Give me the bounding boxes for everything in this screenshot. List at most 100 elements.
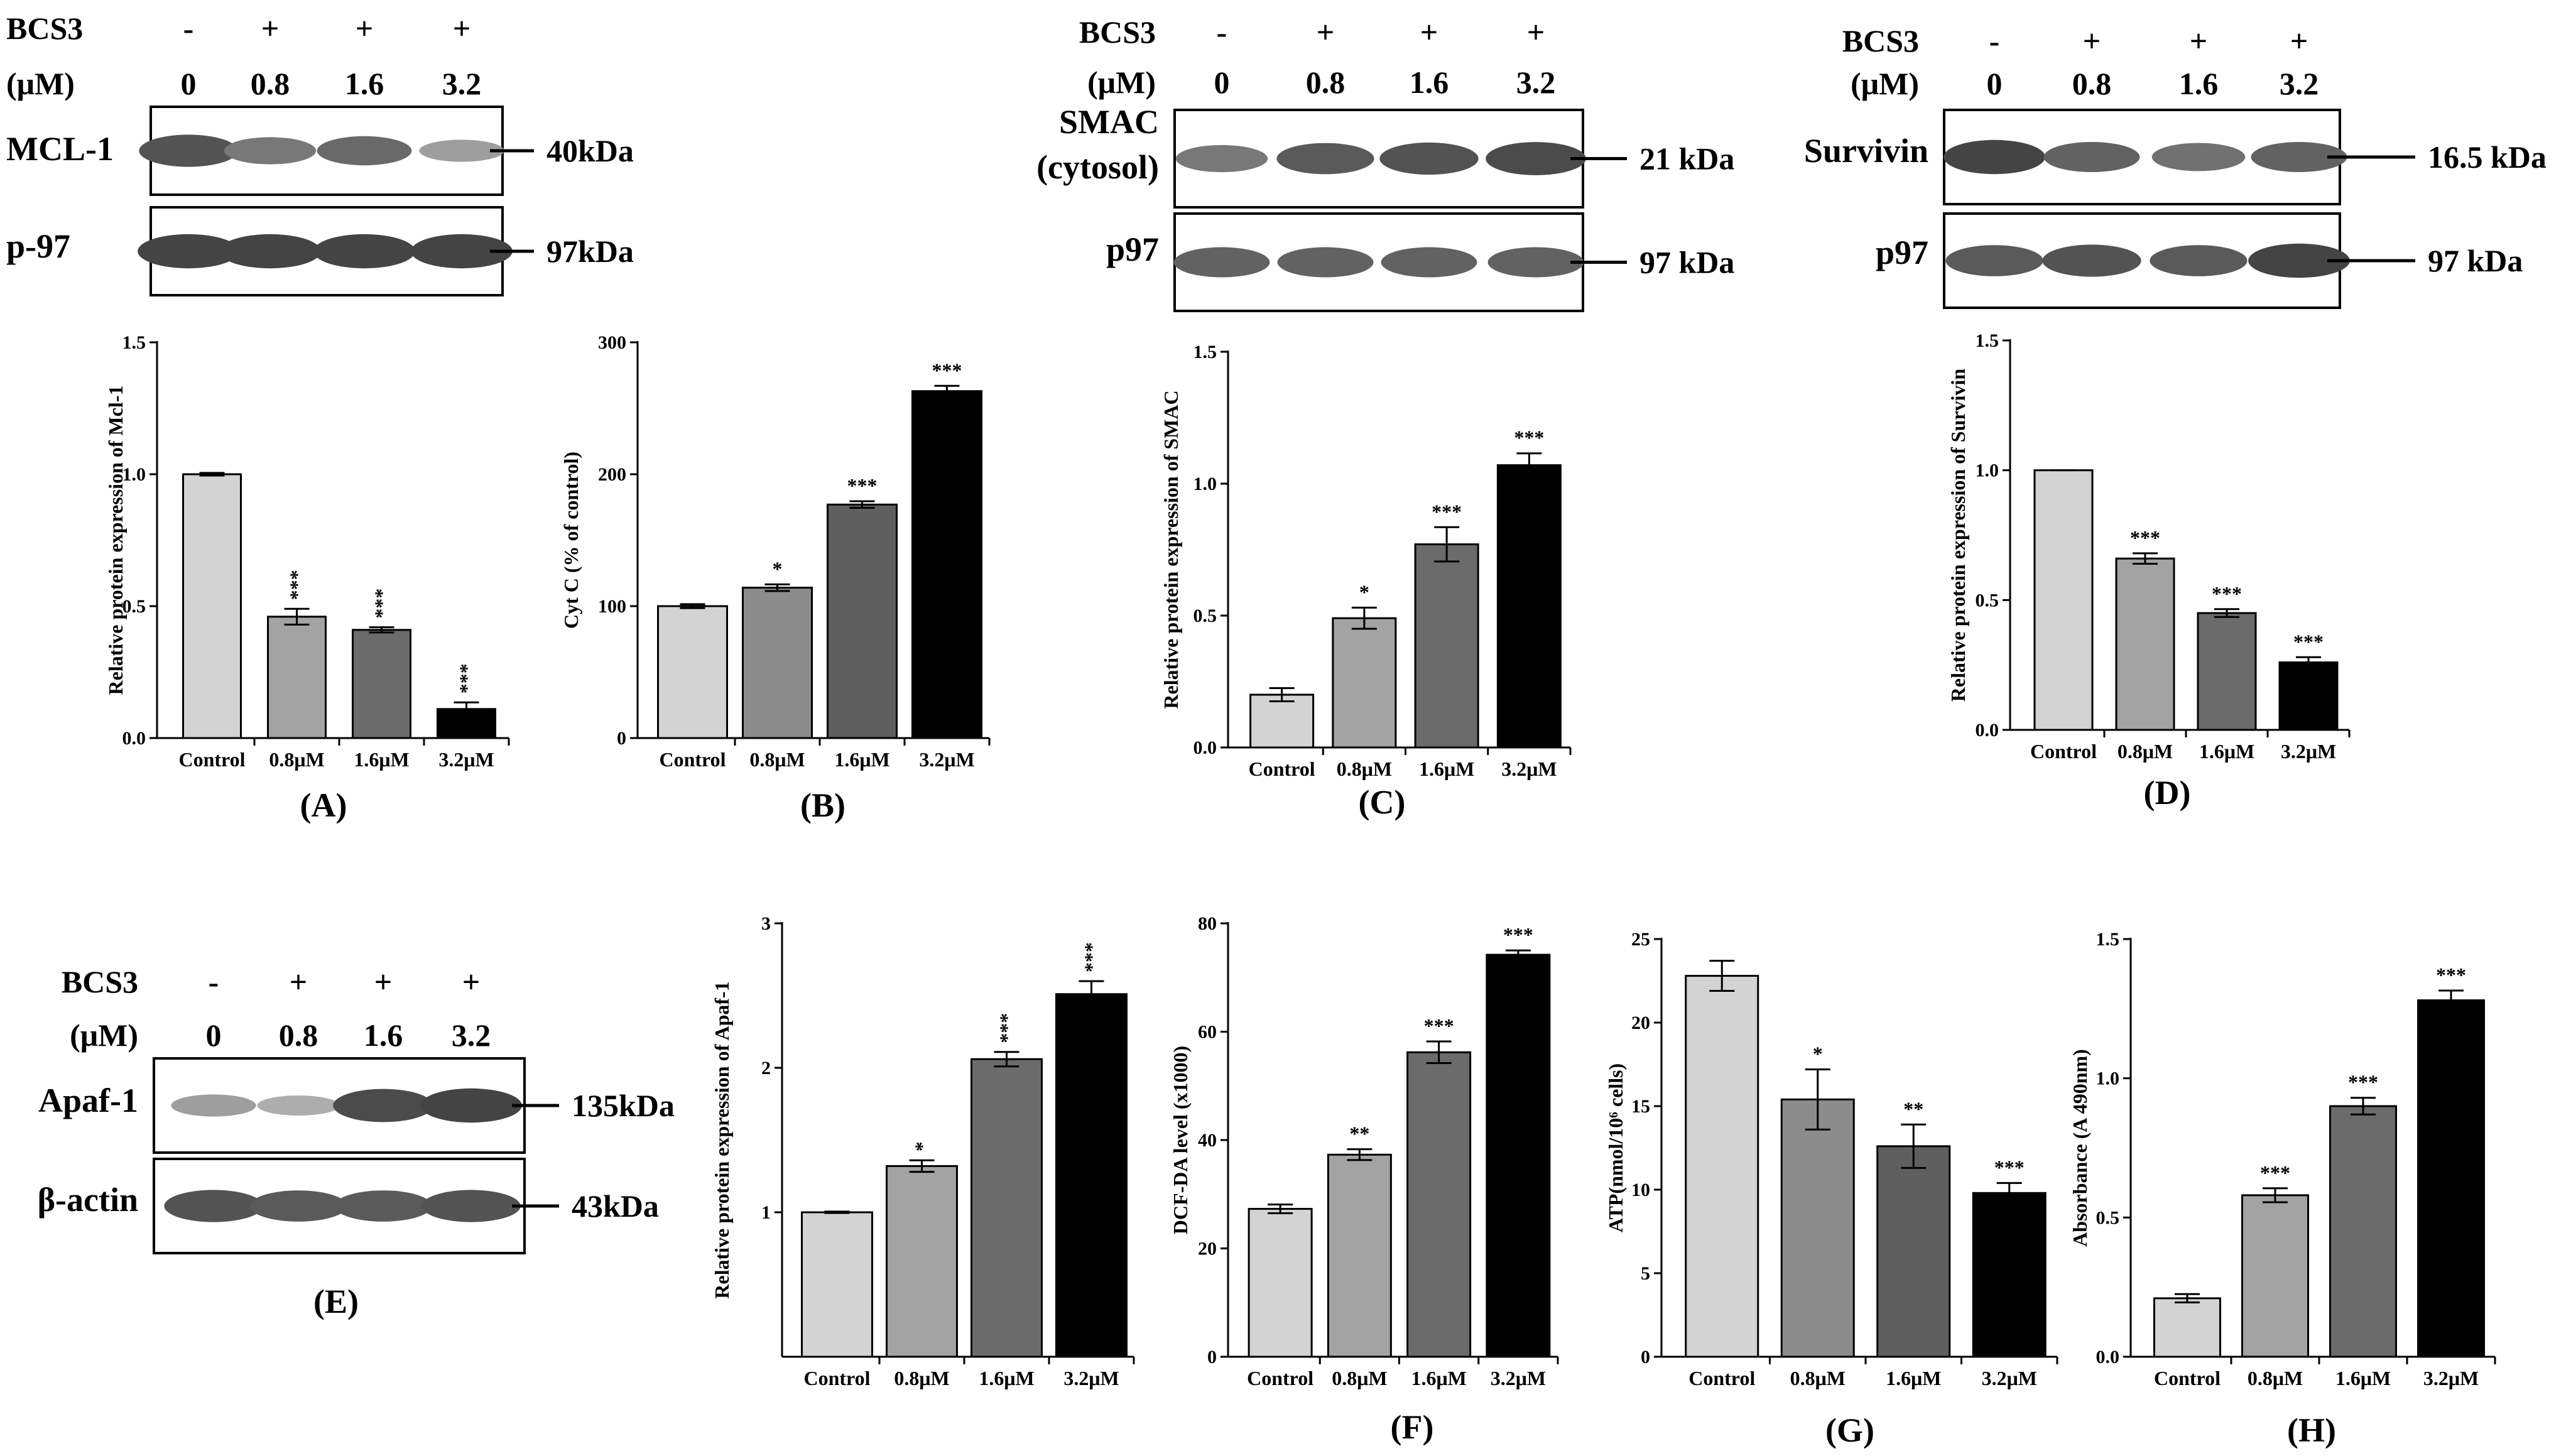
y-tick-label: 0.0 <box>1193 737 1217 758</box>
significance-marker: *** <box>371 589 393 619</box>
blot-band <box>1173 247 1270 278</box>
significance-marker: *** <box>1503 923 1533 946</box>
y-tick-label: 2 <box>761 1058 771 1078</box>
y-tick-label: 5 <box>1641 1263 1650 1284</box>
bar <box>657 605 728 739</box>
x-category-label: 3.2μM <box>1501 758 1557 780</box>
molecular-weight-label: 40kDa <box>546 133 634 168</box>
bar <box>1414 543 1479 749</box>
blot-band <box>1277 247 1374 278</box>
x-category-label: 1.6μM <box>1419 758 1474 780</box>
treatment-sign: + <box>2290 23 2308 58</box>
blot-row: β-actin 43kDa <box>38 1158 659 1254</box>
significance-marker: ** <box>1349 1122 1369 1145</box>
bar <box>742 587 813 739</box>
blot-band <box>2043 142 2140 172</box>
y-axis-label: Relative protein expression of Apaf-1 <box>710 981 733 1298</box>
treatment-label: BCS3 <box>62 964 138 999</box>
bar <box>2241 1194 2309 1358</box>
dose-value: 3.2 <box>1516 65 1556 100</box>
y-tick-label: 1.0 <box>122 464 146 485</box>
y-axis-label: Relative protein expression of Survivin <box>1947 369 1969 702</box>
x-category-label: Control <box>659 748 726 771</box>
x-category-label: 3.2μM <box>438 748 494 771</box>
x-category-label: 3.2μM <box>2281 740 2336 763</box>
dose-value: 0 <box>1987 66 2003 101</box>
y-tick-label: 25 <box>1631 929 1650 950</box>
panel-caption: (A) <box>300 786 347 824</box>
blot-band <box>1379 142 1479 175</box>
y-tick-label: 1.5 <box>1193 342 1217 362</box>
dose-value: 3.2 <box>452 1018 491 1053</box>
blot-band <box>2151 143 2246 171</box>
bar <box>970 1058 1043 1358</box>
blot-panel-d: BCS3 (μM) - + + +0 0.8 1.6 3.2 Survivin 16.5 kDa p9… <box>1804 23 2547 309</box>
y-tick-label: 0.5 <box>122 596 146 617</box>
bar <box>2329 1105 2397 1358</box>
blot-row: Survivin 16.5 kDa <box>1804 109 2547 205</box>
x-category-label: 3.2μM <box>2423 1367 2479 1389</box>
blot-band <box>421 1190 521 1222</box>
dose-value: 3.2 <box>442 66 482 101</box>
treatment-sign: - <box>209 964 219 999</box>
y-tick-label: 0.5 <box>1976 590 1999 611</box>
treatment-sign: + <box>453 11 471 46</box>
blot-band <box>2248 243 2350 278</box>
blot-panel-a: BCS3 (μM) - + + +0 0.8 1.6 3.2 MCL-1 40kDa p-97 97kD… <box>6 11 634 296</box>
treatment-sign: + <box>374 964 393 999</box>
bar <box>352 629 411 739</box>
x-category-label: 0.8μM <box>269 748 324 771</box>
y-tick-label: 80 <box>1198 913 1217 934</box>
bar <box>2033 469 2094 731</box>
significance-marker: *** <box>1514 426 1544 449</box>
treatment-sign: + <box>1420 14 1438 50</box>
bar <box>2115 557 2175 731</box>
x-category-label: 0.8μM <box>894 1367 949 1389</box>
dose-value: 1.6 <box>345 66 384 101</box>
y-tick-label: 1.0 <box>1193 474 1217 494</box>
treatment-sign: + <box>2190 23 2208 58</box>
x-category-label: 1.6μM <box>1886 1367 1941 1389</box>
bar <box>1332 617 1397 749</box>
bar <box>1249 693 1315 749</box>
significance-marker: * <box>1359 580 1369 603</box>
molecular-weight-label: 21 kDa <box>1639 141 1734 177</box>
significance-marker: *** <box>932 359 962 381</box>
blot-band <box>419 139 504 162</box>
dose-unit-label: (μM) <box>6 66 75 101</box>
y-tick-label: 200 <box>598 464 626 485</box>
blot-band <box>164 1190 263 1222</box>
significance-marker: *** <box>2293 630 2324 653</box>
treatment-sign: - <box>1989 23 2000 58</box>
treatment-sign: + <box>290 964 308 999</box>
y-axis-label: Relative protein expression of SMAC <box>1160 390 1182 709</box>
blot-band <box>2251 142 2347 172</box>
y-axis-label: DCF-DA level (x1000) <box>1169 1046 1192 1234</box>
dose-value: 1.6 <box>2179 66 2219 101</box>
dose-value: 0.8 <box>2072 66 2112 101</box>
panel-caption: (B) <box>800 786 845 824</box>
x-category-label: 1.6μM <box>2335 1367 2391 1389</box>
x-category-label: 0.8μM <box>1332 1367 1387 1389</box>
y-tick-label: 20 <box>1631 1013 1650 1033</box>
blot-row: Apaf-1 135kDa <box>38 1057 675 1154</box>
treatment-sign: + <box>2083 23 2101 58</box>
dose-value: 0 <box>181 66 197 101</box>
dose-value: 1.6 <box>1410 65 1449 100</box>
blot-band <box>138 234 239 269</box>
x-category-label: 1.6μM <box>979 1367 1034 1389</box>
treatment-sign: + <box>1317 14 1335 50</box>
chart-2: 0 100 200 300 Cyt C (% of control) Control 0.8… <box>560 332 991 824</box>
treatment-sign: + <box>1527 14 1545 50</box>
significance-marker: *** <box>2348 1071 2378 1094</box>
y-axis-label: Cyt C (% of control) <box>560 452 582 629</box>
chart-5: 1 2 3 Relative protein expression of Apaf-1… <box>710 913 1135 1389</box>
significance-marker: *** <box>1080 942 1103 972</box>
significance-marker: *** <box>2260 1161 2290 1184</box>
x-category-label: 0.8μM <box>2117 740 2173 763</box>
y-tick-label: 100 <box>598 596 626 617</box>
blot-row-label: p97 <box>1876 234 1928 271</box>
molecular-weight-label: 97kDa <box>546 234 634 269</box>
dose-value: 0.8 <box>279 1018 318 1053</box>
